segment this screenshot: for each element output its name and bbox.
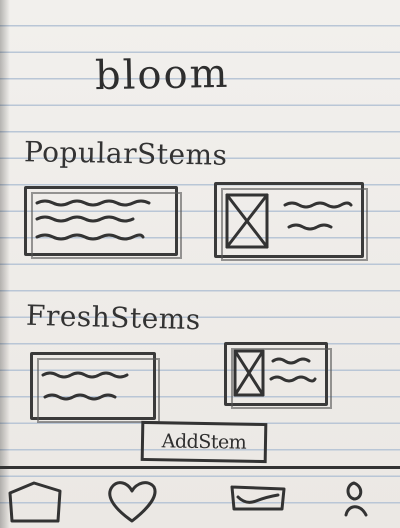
nav-inbox-button[interactable]	[226, 477, 290, 525]
inbox-icon	[230, 485, 286, 511]
card-content	[233, 349, 317, 397]
bottom-nav-bar	[0, 466, 400, 528]
fresh-stem-card-2[interactable]	[224, 342, 332, 409]
nav-favorites-button[interactable]	[104, 477, 160, 525]
text-placeholder-lines	[41, 371, 129, 401]
add-stem-button[interactable]: AddStem	[140, 420, 268, 464]
popular-stems-title: PopularStems	[23, 135, 228, 172]
card-content	[225, 193, 353, 249]
heart-icon	[108, 481, 157, 523]
image-placeholder-icon	[233, 349, 265, 397]
text-placeholder-lines	[283, 201, 353, 231]
popular-stem-card-2[interactable]	[214, 182, 368, 261]
page-edge-shadow	[0, 0, 10, 528]
text-placeholder-lines	[269, 357, 317, 383]
image-placeholder-icon	[225, 193, 269, 249]
fresh-stems-title: FreshStems	[25, 298, 202, 337]
nav-home-button[interactable]	[4, 477, 66, 525]
app-logo: bloom	[94, 50, 230, 100]
fresh-stem-card-1[interactable]	[30, 352, 160, 423]
text-placeholder-lines	[35, 199, 151, 241]
home-icon	[8, 481, 62, 523]
profile-icon	[344, 481, 368, 517]
nav-profile-button[interactable]	[336, 477, 376, 525]
popular-stem-card-1[interactable]	[24, 186, 182, 259]
